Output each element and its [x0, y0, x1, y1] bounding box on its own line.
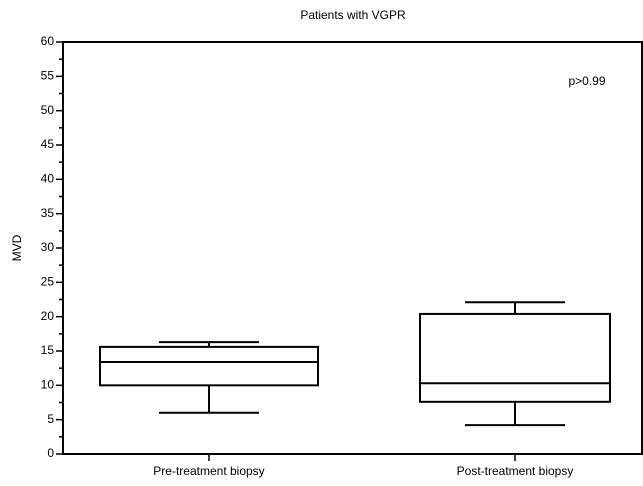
y-tick-label: 40	[41, 172, 55, 186]
y-tick-label: 10	[41, 378, 55, 392]
box	[99, 345, 319, 387]
y-tick-label: 50	[41, 103, 55, 117]
x-tick-label: Pre-treatment biopsy	[153, 464, 264, 478]
y-tick-label: 30	[41, 240, 55, 254]
y-tick-label: 45	[41, 137, 55, 151]
plot-frame	[62, 41, 643, 455]
y-axis-label: MVD	[10, 234, 24, 261]
y-tick-label: 25	[41, 275, 55, 289]
y-tick-label: 55	[41, 69, 55, 83]
chart-title: Patients with VGPR	[300, 8, 406, 22]
box	[419, 312, 611, 403]
y-tick-label: 15	[41, 343, 55, 357]
y-tick-label: 60	[41, 34, 55, 48]
y-tick-label: 20	[41, 309, 55, 323]
y-tick-label: 5	[47, 412, 54, 426]
x-tick-label: Post-treatment biopsy	[457, 464, 574, 478]
y-tick-label: 0	[47, 446, 54, 460]
annotation: p>0.99	[568, 74, 605, 88]
y-tick-label: 35	[41, 206, 55, 220]
